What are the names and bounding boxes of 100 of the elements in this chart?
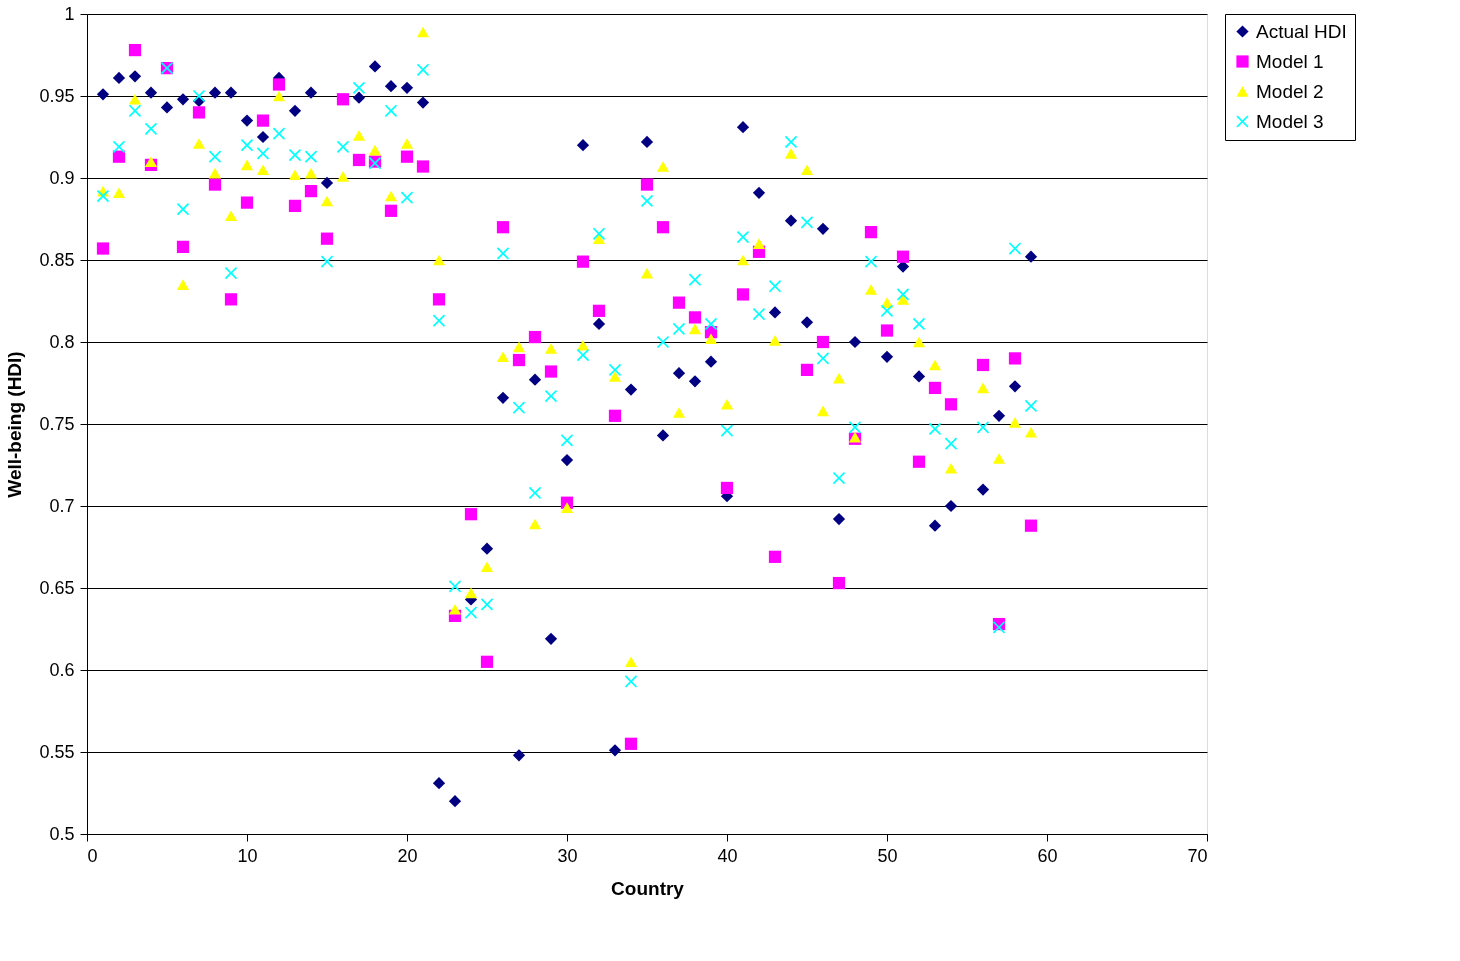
point — [384, 204, 398, 217]
point — [736, 254, 750, 266]
point — [608, 371, 622, 382]
legend-label: Model 1 — [1256, 50, 1324, 72]
point — [544, 365, 558, 378]
y-tick-label: 0.8 — [49, 331, 75, 352]
point — [1024, 399, 1038, 413]
point — [352, 91, 366, 104]
point — [192, 106, 206, 119]
point — [656, 221, 670, 234]
x-tick-label: 50 — [877, 845, 898, 866]
point — [784, 148, 798, 159]
point — [768, 306, 782, 319]
point — [816, 335, 830, 349]
point — [656, 161, 670, 172]
point — [608, 744, 622, 757]
point — [400, 81, 414, 94]
point — [640, 135, 654, 149]
y-tick-label: 0.6 — [49, 659, 75, 680]
point — [976, 483, 990, 496]
x-tick-label: 20 — [397, 845, 418, 866]
point — [528, 518, 542, 530]
y-axis-title: Well-being (HDI) — [4, 351, 26, 498]
y-tick-label: 0.5 — [49, 823, 75, 844]
point — [544, 390, 558, 403]
point — [704, 355, 718, 368]
y-tick-label: 1 — [64, 3, 75, 24]
x-tick-label: 60 — [1037, 845, 1058, 866]
point — [256, 164, 270, 176]
point — [416, 160, 430, 173]
point — [672, 367, 686, 380]
point — [416, 26, 430, 38]
point — [240, 159, 254, 171]
point — [800, 316, 814, 329]
point — [944, 462, 958, 474]
point — [176, 93, 190, 106]
point — [144, 156, 158, 167]
point — [880, 304, 894, 317]
point — [896, 294, 910, 305]
point — [544, 343, 558, 354]
point — [384, 190, 398, 202]
point — [416, 96, 430, 109]
point — [784, 135, 798, 149]
point — [576, 139, 590, 152]
point — [304, 167, 318, 179]
point — [672, 407, 686, 418]
point — [672, 322, 686, 335]
point — [288, 199, 302, 212]
point — [912, 317, 926, 331]
point — [176, 203, 190, 216]
point — [560, 453, 574, 467]
point — [352, 153, 366, 167]
point — [464, 508, 478, 521]
point — [640, 267, 654, 279]
point — [384, 80, 398, 93]
point — [208, 86, 222, 99]
point — [688, 375, 702, 388]
point — [656, 429, 670, 442]
point — [816, 222, 830, 235]
point — [928, 422, 942, 436]
point — [848, 335, 862, 349]
point — [576, 255, 590, 268]
point — [832, 472, 846, 485]
point — [96, 242, 110, 255]
point — [592, 304, 606, 317]
legend-label: Model 3 — [1256, 110, 1324, 132]
point — [160, 101, 174, 114]
point — [768, 550, 782, 563]
y-tick-label: 0.85 — [39, 249, 75, 270]
point — [928, 381, 942, 395]
point — [224, 293, 238, 306]
point — [400, 150, 414, 163]
point — [192, 138, 206, 149]
legend-label: Actual HDI — [1256, 20, 1347, 42]
point — [176, 279, 190, 290]
legend-label: Model 2 — [1256, 80, 1324, 102]
point — [736, 230, 750, 244]
point — [624, 383, 638, 396]
point — [112, 187, 126, 199]
point — [688, 311, 702, 324]
point — [592, 317, 606, 331]
point — [144, 122, 158, 135]
point — [528, 486, 542, 499]
point — [288, 104, 302, 117]
point — [832, 576, 846, 590]
point — [464, 587, 478, 599]
point — [1024, 250, 1038, 263]
point — [816, 405, 830, 417]
point — [752, 308, 766, 321]
point — [432, 293, 446, 306]
point — [176, 240, 190, 253]
point — [752, 238, 766, 249]
point — [720, 399, 734, 410]
point — [336, 171, 350, 182]
point — [320, 232, 334, 245]
y-tick-label: 0.95 — [39, 85, 75, 106]
point — [112, 71, 126, 85]
point — [800, 164, 814, 176]
point — [752, 186, 766, 199]
x-tick-label: 40 — [717, 845, 738, 866]
